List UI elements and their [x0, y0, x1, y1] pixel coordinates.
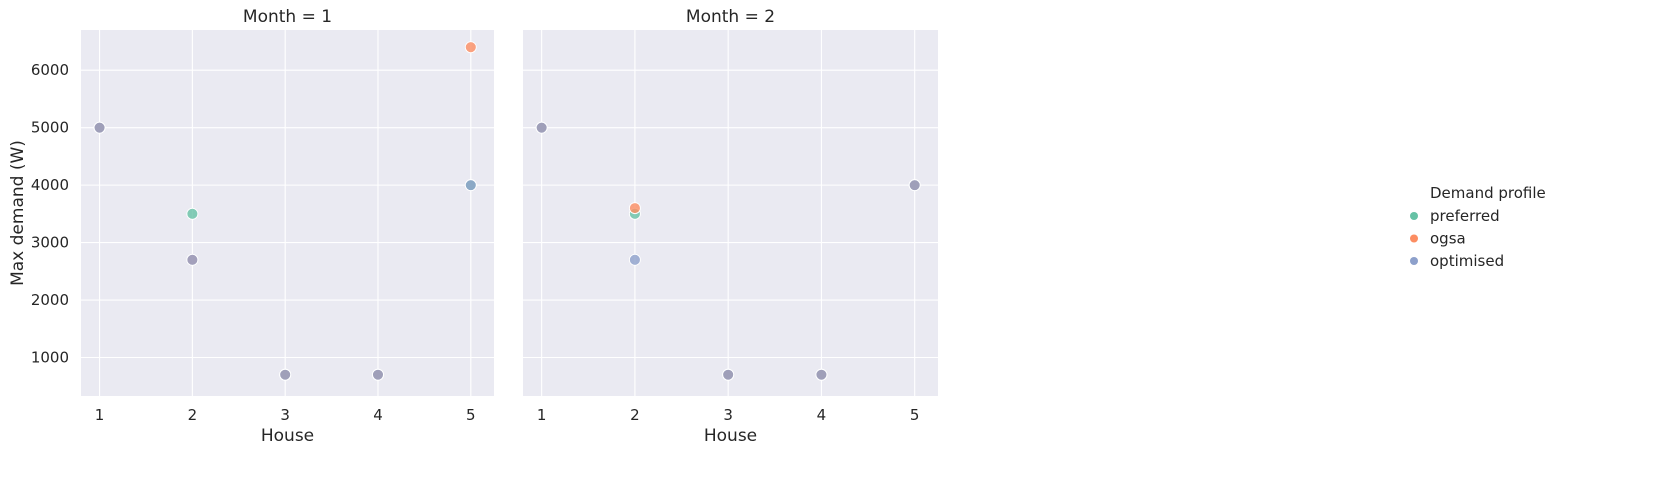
plot-background: [523, 30, 938, 396]
x-tick-label: 2: [188, 406, 198, 424]
data-point-optimised: [186, 253, 199, 266]
panel-title: Month = 1: [243, 7, 332, 27]
y-tick-label: 1000: [31, 349, 69, 367]
y-tick-label: 5000: [31, 119, 69, 137]
x-tick-label: 1: [537, 406, 547, 424]
data-point-preferred: [186, 207, 199, 220]
legend-marker-optimised: [1410, 257, 1418, 265]
data-point-optimised: [93, 121, 106, 134]
legend-label-ogsa: ogsa: [1430, 230, 1466, 248]
legend-title: Demand profile: [1430, 184, 1546, 202]
panel-title: Month = 2: [686, 7, 775, 27]
legend: Demand profile preferred ogsa optimised: [1410, 184, 1546, 270]
data-point-optimised: [815, 368, 828, 381]
x-tick-label: 5: [466, 406, 476, 424]
plot-background: [81, 30, 494, 396]
data-point-optimised: [464, 179, 477, 192]
data-point-optimised: [535, 121, 548, 134]
x-tick-label: 3: [280, 406, 290, 424]
data-point-optimised: [628, 253, 641, 266]
x-tick-label: 1: [95, 406, 105, 424]
facet-panel-2: 1 2 3 4 5 Month = 2 House: [523, 7, 938, 446]
y-tick-label: 2000: [31, 291, 69, 309]
y-tick-label: 3000: [31, 234, 69, 252]
data-point-optimised: [372, 368, 384, 381]
y-axis-label: Max demand (W): [8, 140, 28, 286]
data-point-optimised: [908, 179, 921, 192]
x-tick-label: 4: [817, 406, 827, 424]
data-point-optimised: [722, 368, 735, 381]
y-tick-label: 6000: [31, 61, 69, 79]
data-point-optimised: [279, 368, 292, 381]
y-tick-label: 4000: [31, 176, 69, 194]
data-point-ogsa: [628, 202, 641, 215]
legend-marker-preferred: [1410, 212, 1418, 220]
legend-marker-ogsa: [1410, 234, 1418, 243]
data-point-ogsa: [464, 41, 477, 54]
legend-label-preferred: preferred: [1430, 207, 1500, 225]
x-tick-label: 3: [723, 406, 733, 424]
facet-panel-1: 1 2 3 4 5 1000 2000 3000 4000 5000 6000 Month = 1 Ho…: [31, 7, 494, 446]
legend-label-optimised: optimised: [1430, 252, 1504, 270]
x-tick-label: 4: [373, 406, 383, 424]
x-axis-label: House: [704, 426, 757, 446]
x-tick-label: 5: [910, 406, 920, 424]
x-tick-label: 2: [630, 406, 640, 424]
x-axis-label: House: [261, 426, 314, 446]
